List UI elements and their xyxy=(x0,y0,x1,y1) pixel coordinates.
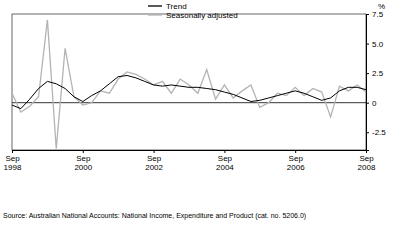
x-tick-label-line: Sep xyxy=(76,154,91,163)
series-line xyxy=(12,75,366,108)
y-tick: 7.5 xyxy=(366,10,384,19)
y-tick-mark xyxy=(366,14,369,15)
x-tick-label-line: 2004 xyxy=(216,163,234,172)
source-note: Source: Australian National Accounts: Na… xyxy=(3,212,306,220)
y-tick: 0 xyxy=(366,99,377,108)
x-tick-mark xyxy=(295,150,296,153)
x-tick-label-line: Sep xyxy=(5,154,20,163)
legend-swatch xyxy=(148,5,162,6)
y-tick-mark xyxy=(366,132,369,133)
x-tick: Sep2004 xyxy=(216,150,234,172)
x-axis-line xyxy=(13,151,367,154)
x-tick: Sep2008 xyxy=(358,150,376,172)
y-tick: 2.5 xyxy=(366,69,384,78)
plot-area xyxy=(12,20,366,149)
x-tick-label: Sep2004 xyxy=(216,154,234,172)
y-tick-mark xyxy=(366,73,369,74)
x-tick-label: Sep2008 xyxy=(358,154,376,172)
x-tick-mark xyxy=(12,150,13,153)
y-tick-label: 0 xyxy=(372,99,377,108)
x-tick-mark xyxy=(83,150,84,153)
legend-label: Trend xyxy=(166,2,187,11)
x-tick-label: Sep2006 xyxy=(287,154,305,172)
y-axis: -2.5 0 2.5 5.0 7.5 xyxy=(366,10,386,150)
x-tick-label-line: 2002 xyxy=(145,163,163,172)
y-tick-label: 2.5 xyxy=(372,69,384,78)
x-tick: Sep1998 xyxy=(4,150,22,172)
zero-line xyxy=(12,102,366,103)
y-axis-title: % xyxy=(378,2,385,11)
chart: -2.502.55.07.5%Sep1998Sep2000Sep2002Sep2… xyxy=(0,0,397,227)
y-tick-mark xyxy=(366,103,369,104)
x-tick-label: Sep2002 xyxy=(145,154,163,172)
x-tick-mark xyxy=(154,150,155,153)
x-tick-label-line: 2008 xyxy=(358,163,376,172)
x-tick-label: Sep1998 xyxy=(4,154,22,172)
x-tick-mark xyxy=(224,150,225,153)
legend: TrendSeasonally adjusted xyxy=(148,2,238,20)
x-tick-label-line: Sep xyxy=(289,154,304,163)
y-tick-label: 7.5 xyxy=(372,10,384,19)
y-tick: -2.5 xyxy=(366,128,386,137)
y-tick-mark xyxy=(366,44,369,45)
x-tick-label-line: 2006 xyxy=(287,163,305,172)
series-line xyxy=(12,20,366,149)
x-tick-label-line: 2000 xyxy=(74,163,92,172)
x-tick: Sep2006 xyxy=(287,150,305,172)
x-tick: Sep2002 xyxy=(145,150,163,172)
y-axis-line xyxy=(367,15,370,151)
y-tick-label: -2.5 xyxy=(372,128,386,137)
x-tick-label-line: Sep xyxy=(147,154,162,163)
legend-label: Seasonally adjusted xyxy=(166,11,238,20)
legend-swatch xyxy=(148,14,162,15)
plot-frame xyxy=(12,14,366,150)
x-axis: Sep1998Sep2000Sep2002Sep2004Sep2006Sep20… xyxy=(4,150,376,172)
x-tick-label-line: 1998 xyxy=(4,163,22,172)
x-tick: Sep2000 xyxy=(74,150,92,172)
x-tick-label-line: Sep xyxy=(218,154,233,163)
x-tick-label: Sep2000 xyxy=(74,154,92,172)
y-tick: 5.0 xyxy=(366,40,384,49)
x-tick-mark xyxy=(366,150,367,153)
y-tick-label: 5.0 xyxy=(372,40,384,49)
x-tick-label-line: Sep xyxy=(359,154,374,163)
